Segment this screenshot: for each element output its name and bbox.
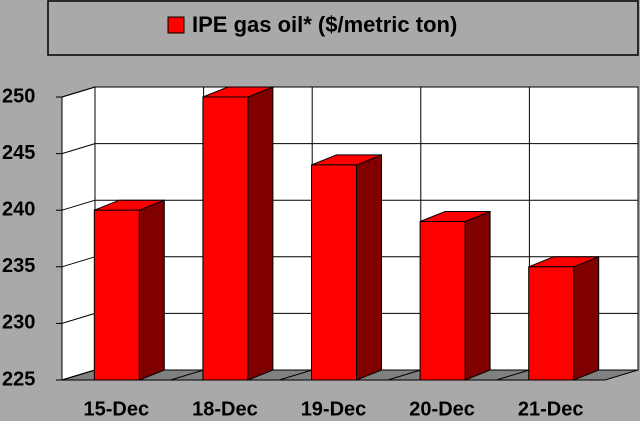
bar <box>93 209 140 381</box>
y-tick-label: 235 <box>2 255 35 277</box>
bar-group <box>202 86 274 381</box>
x-tick-label: 20-Dec <box>409 398 475 420</box>
grid-line-side <box>61 256 96 268</box>
bar-side <box>247 86 274 381</box>
bar-group <box>419 210 491 381</box>
floor-divider <box>279 369 313 381</box>
grid-line-side <box>61 312 96 324</box>
y-tick-label: 230 <box>2 312 35 334</box>
grid-line-side <box>61 86 96 98</box>
grid-line-side <box>61 143 96 155</box>
x-tick-label: 18-Dec <box>192 398 258 420</box>
y-tick-label: 240 <box>2 198 35 220</box>
bar <box>202 96 249 381</box>
y-tick-label: 245 <box>2 142 35 164</box>
y-tick-label: 225 <box>2 368 35 390</box>
bar-group <box>528 256 600 381</box>
legend-box <box>47 0 639 56</box>
bar-side <box>464 210 491 381</box>
bar-group <box>93 199 165 381</box>
floor-divider <box>496 369 530 381</box>
x-tick-label: 21-Dec <box>518 398 584 420</box>
bar <box>311 164 357 381</box>
y-tick-label: 250 <box>2 85 35 107</box>
floor-divider <box>387 369 421 381</box>
bar-side <box>356 154 382 381</box>
bar <box>419 221 466 381</box>
floor-divider <box>170 369 204 381</box>
grid-line-side <box>61 369 96 381</box>
bar-side <box>573 256 600 381</box>
side-wall <box>61 86 96 381</box>
bar-side <box>138 199 165 381</box>
x-tick-label: 15-Dec <box>83 398 149 420</box>
grid-line-side <box>61 199 96 211</box>
bar <box>528 266 575 381</box>
bar-group <box>311 154 382 381</box>
legend-swatch <box>167 16 185 34</box>
legend-label: IPE gas oil* ($/metric ton) <box>192 12 457 37</box>
x-tick-label: 19-Dec <box>301 398 367 420</box>
